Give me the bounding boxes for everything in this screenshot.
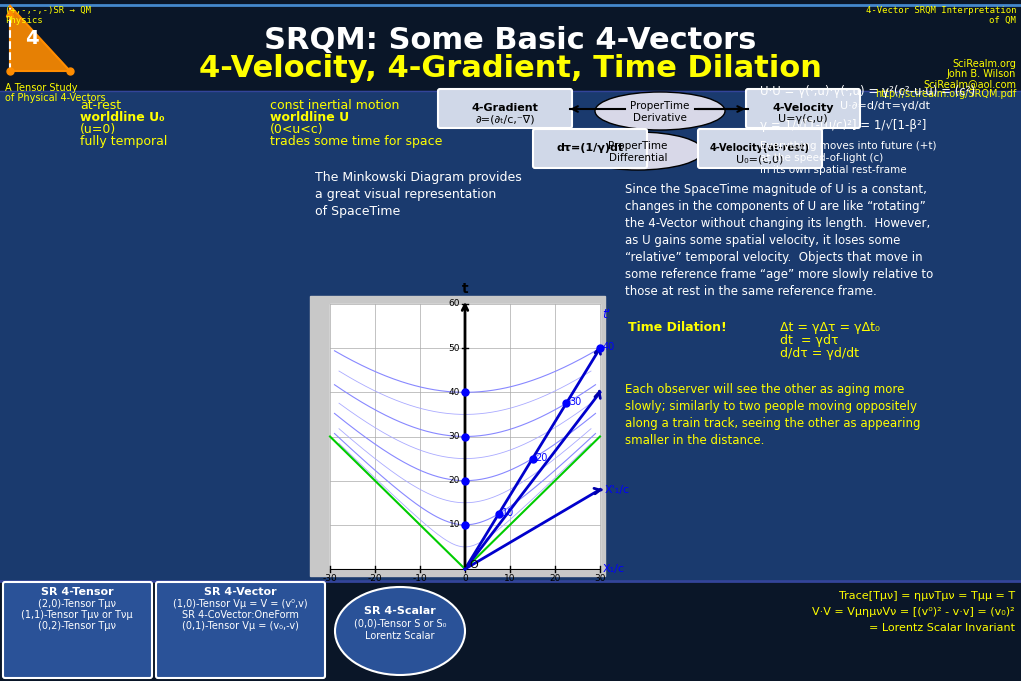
Text: of QM: of QM — [989, 16, 1016, 25]
Text: Time Dilation!: Time Dilation! — [628, 321, 727, 334]
Text: Each observer will see the other as aging more
slowly; similarly to two people m: Each observer will see the other as agin… — [625, 383, 921, 447]
Text: worldline U: worldline U — [270, 111, 349, 124]
Text: 4-Velocity: 4-Velocity — [772, 103, 834, 113]
Polygon shape — [10, 6, 70, 71]
Text: SRQM: Some Basic 4-Vectors: SRQM: Some Basic 4-Vectors — [263, 26, 757, 55]
Text: (2,0)-Tensor Tμν: (2,0)-Tensor Tμν — [38, 599, 116, 609]
Text: ∂=(∂ₜ/c,⁻∇): ∂=(∂ₜ/c,⁻∇) — [475, 114, 535, 124]
Text: t: t — [461, 282, 469, 296]
Text: SR 4-Vector: SR 4-Vector — [203, 587, 277, 597]
Text: ProperTime: ProperTime — [609, 141, 668, 151]
Ellipse shape — [595, 92, 725, 130]
Text: = Lorentz Scalar Invariant: = Lorentz Scalar Invariant — [869, 623, 1015, 633]
Text: γ = 1/√[1-(u/c)²] = 1/√[1-β²]: γ = 1/√[1-(u/c)²] = 1/√[1-β²] — [760, 118, 926, 131]
Text: const inertial motion: const inertial motion — [270, 99, 399, 112]
Text: (1,1)-Tensor Tμν or Tνμ: (1,1)-Tensor Tμν or Tνμ — [21, 610, 133, 620]
Text: Physics: Physics — [5, 16, 43, 25]
Text: http://scirealm.org/SRQM.pdf: http://scirealm.org/SRQM.pdf — [875, 89, 1016, 99]
Text: worldline U₀: worldline U₀ — [80, 111, 164, 124]
Text: Trace[Tμν] = ημνTμν = Tμμ = T: Trace[Tμν] = ημνTμν = Tμμ = T — [839, 591, 1015, 601]
Text: X₁/c: X₁/c — [603, 564, 625, 574]
Text: (0<u<c): (0<u<c) — [270, 123, 324, 136]
Text: Δt = γΔτ = γΔt₀: Δt = γΔτ = γΔt₀ — [780, 321, 880, 334]
Text: dτ=(1/γ)dt: dτ=(1/γ)dt — [556, 143, 624, 153]
Text: (0,1)-Tensor Vμ = (v₀,-v): (0,1)-Tensor Vμ = (v₀,-v) — [182, 621, 298, 631]
Text: (u=0): (u=0) — [80, 123, 116, 136]
Text: 30: 30 — [448, 432, 460, 441]
Bar — [0, 0, 1021, 91]
Text: A Tensor Study: A Tensor Study — [5, 83, 78, 93]
Text: 30: 30 — [594, 574, 605, 583]
Text: Derivative: Derivative — [633, 113, 687, 123]
Ellipse shape — [335, 587, 465, 675]
Text: 30: 30 — [570, 398, 582, 407]
Text: SciRealm@aol.com: SciRealm@aol.com — [923, 79, 1016, 89]
Text: dt  = γdτ: dt = γdτ — [780, 334, 838, 347]
Text: of Physical 4-Vectors: of Physical 4-Vectors — [5, 93, 105, 103]
FancyBboxPatch shape — [3, 582, 152, 678]
Text: 20: 20 — [549, 574, 561, 583]
Text: (0,2)-Tensor Tμν: (0,2)-Tensor Tμν — [38, 621, 116, 631]
FancyBboxPatch shape — [438, 89, 572, 128]
Text: 4-Velocity, 4-Gradient, Time Dilation: 4-Velocity, 4-Gradient, Time Dilation — [198, 54, 822, 83]
Bar — [330, 304, 600, 569]
Text: 10: 10 — [501, 508, 514, 518]
Ellipse shape — [573, 132, 703, 170]
Text: -30: -30 — [323, 574, 337, 583]
Text: d/dτ = γd/dt: d/dτ = γd/dt — [780, 347, 859, 360]
Text: 0: 0 — [463, 574, 468, 583]
Text: SciRealm.org: SciRealm.org — [953, 59, 1016, 69]
Text: O: O — [469, 560, 478, 570]
Text: 10: 10 — [504, 574, 516, 583]
Text: Lorentz Scalar: Lorentz Scalar — [366, 631, 435, 641]
Text: -20: -20 — [368, 574, 382, 583]
FancyBboxPatch shape — [698, 129, 822, 168]
FancyBboxPatch shape — [156, 582, 325, 678]
Text: in its own spatial rest-frame: in its own spatial rest-frame — [760, 165, 907, 175]
FancyBboxPatch shape — [533, 129, 647, 168]
FancyBboxPatch shape — [746, 89, 860, 128]
Text: U₀=(c,0): U₀=(c,0) — [736, 154, 784, 164]
Text: 4: 4 — [26, 29, 39, 48]
Text: Everything moves into future (+t): Everything moves into future (+t) — [760, 141, 936, 151]
Text: 4-Gradient: 4-Gradient — [472, 103, 538, 113]
Text: t': t' — [602, 308, 611, 321]
Text: fully temporal: fully temporal — [80, 135, 167, 148]
Text: 20: 20 — [535, 453, 548, 462]
Bar — [310, 296, 605, 576]
Text: 20: 20 — [448, 476, 460, 485]
Text: at the speed-of-light (c): at the speed-of-light (c) — [760, 153, 883, 163]
Text: U=γ(c,u): U=γ(c,u) — [778, 114, 828, 124]
Text: U·U = γ(·,u)·γ(·,u) = γ²(c²-u·u) = (c²): U·U = γ(·,u)·γ(·,u) = γ²(c²-u·u) = (c²) — [760, 84, 975, 97]
Text: Differential: Differential — [609, 153, 668, 163]
Text: (0,0)-Tensor S or S₀: (0,0)-Tensor S or S₀ — [353, 619, 446, 629]
Text: John B. Wilson: John B. Wilson — [946, 69, 1016, 79]
Text: (+,-,-,-)SR → QM: (+,-,-,-)SR → QM — [5, 6, 91, 15]
Text: -10: -10 — [412, 574, 428, 583]
Text: U·∂=d/dτ=γd/dt: U·∂=d/dτ=γd/dt — [840, 101, 930, 111]
Bar — [0, 581, 1021, 681]
Text: 40: 40 — [603, 342, 616, 352]
Text: 50: 50 — [448, 344, 460, 353]
Text: 10: 10 — [448, 520, 460, 529]
Text: SR 4-CoVector:OneForm: SR 4-CoVector:OneForm — [182, 610, 298, 620]
Text: trades some time for space: trades some time for space — [270, 135, 442, 148]
Text: ProperTime: ProperTime — [630, 101, 690, 111]
Text: 4-Velocity(at-rest): 4-Velocity(at-rest) — [710, 143, 810, 153]
Text: at-rest: at-rest — [80, 99, 121, 112]
Text: (1,0)-Tensor Vμ = V = (v⁰,v): (1,0)-Tensor Vμ = V = (v⁰,v) — [173, 599, 307, 609]
Text: 4-Vector SRQM Interpretation: 4-Vector SRQM Interpretation — [866, 6, 1016, 15]
Bar — [0, 91, 1021, 581]
Text: Since the SpaceTime magnitude of U is a constant,
changes in the components of U: Since the SpaceTime magnitude of U is a … — [625, 183, 933, 298]
Text: 40: 40 — [448, 388, 460, 397]
Text: SR 4-Scalar: SR 4-Scalar — [364, 606, 436, 616]
Text: X'₁/c: X'₁/c — [605, 484, 630, 494]
Text: 60: 60 — [448, 300, 460, 308]
Text: The Minkowski Diagram provides
a great visual representation
of SpaceTime: The Minkowski Diagram provides a great v… — [315, 171, 522, 218]
Text: SR 4-Tensor: SR 4-Tensor — [41, 587, 113, 597]
Text: V·V = VμημνVν = [(v⁰)² - v·v] = (v₀)²: V·V = VμημνVν = [(v⁰)² - v·v] = (v₀)² — [813, 607, 1015, 617]
